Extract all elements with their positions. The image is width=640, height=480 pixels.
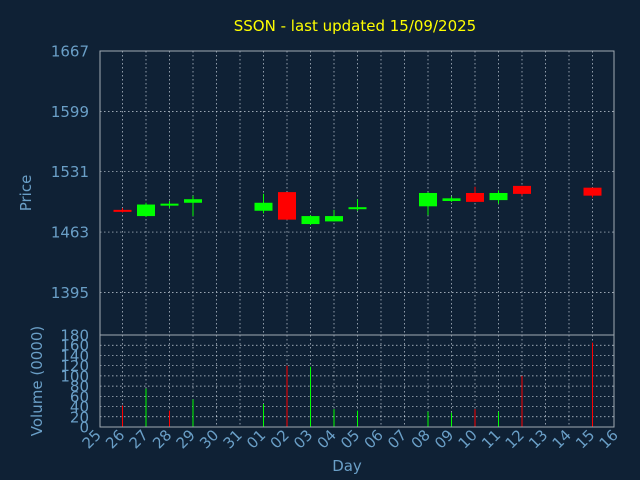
price-tick-label: 1599 [51,103,89,121]
candle [160,200,179,209]
price-tick-label: 1395 [51,284,89,302]
candle [137,202,155,217]
candle [442,196,461,202]
price-candles [113,185,602,225]
volume-tick-label: 140 [60,347,89,365]
candle [254,193,273,214]
price-tick-label: 1531 [51,163,89,181]
candle-body [301,216,320,225]
candle-body [184,199,202,203]
candle [113,208,132,213]
candle [419,192,437,216]
candle-body [254,202,273,211]
volume-tick-label: 160 [60,337,89,355]
candle-body [278,192,296,220]
candle [348,199,367,211]
volume-tick-label: 20 [70,408,89,426]
candle [301,215,320,225]
candle [513,185,531,196]
candle [184,195,202,217]
volume-bars [122,342,593,427]
volume-tick-label: 100 [60,367,89,385]
candle [489,190,508,204]
candle-body [466,193,484,202]
volume-axis-label: Volume (0000) [28,326,46,436]
price-tick-label: 1463 [51,224,89,242]
volume-tick-label: 40 [70,398,89,416]
candle-body [419,193,437,207]
candle [466,186,484,202]
day-axis-ticks: 2526272829303101020304050607080910111213… [79,426,622,452]
candle-body [348,207,367,210]
candle [278,192,296,220]
candle-body [583,187,602,196]
volume-tick-label: 180 [60,327,89,345]
volume-tick-label: 0 [79,419,89,437]
day-axis-label: Day [332,457,362,475]
price-tick-label: 1667 [51,43,89,61]
candle-body [113,209,132,212]
price-axis-ticks: 1395 1463 1531 1599 1667 [51,43,89,302]
candle-body [513,185,531,194]
candle-body [489,193,508,201]
candle-body [137,204,155,217]
volume-tick-label: 60 [70,388,89,406]
candle-body [325,216,343,222]
candle [325,209,343,222]
candle [583,187,602,198]
volume-panel-frame [99,334,615,428]
price-axis-label: Price [17,175,35,212]
candle-body [160,203,179,206]
chart-title: SSON - last updated 15/09/2025 [234,17,476,35]
volume-tick-label: 120 [60,357,89,375]
candle-body [442,198,461,201]
volume-tick-label: 80 [70,378,89,396]
